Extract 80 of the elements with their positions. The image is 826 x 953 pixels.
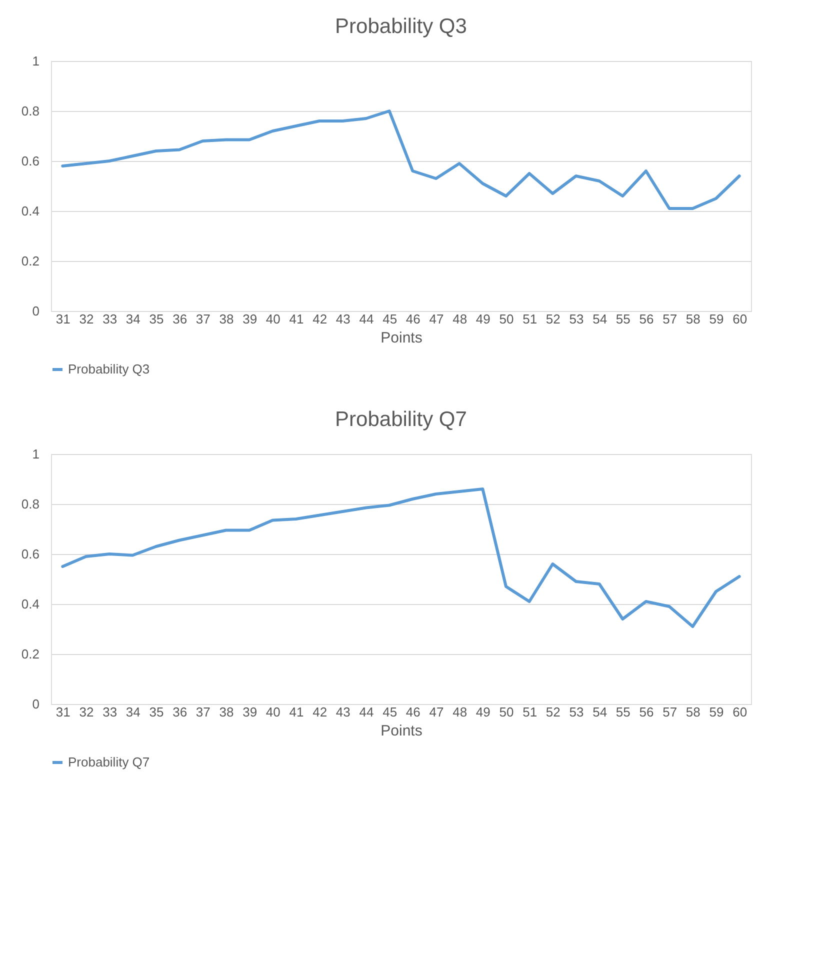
x-tick-label: 34 [126,312,140,326]
x-tick-label: 50 [499,704,514,720]
x-tick-label: 43 [336,704,350,720]
x-tick-label: 56 [639,704,654,720]
x-tick-label: 36 [172,312,188,326]
x-tick-label: 37 [196,704,210,720]
x-tick-label: 31 [56,704,70,720]
x-tick-label: 33 [102,312,118,326]
x-tick-label: 49 [476,312,490,326]
x-tick-label: 35 [149,704,164,720]
x-tick-label: 53 [569,704,584,720]
x-tick-label: 34 [126,704,140,720]
x-tick-label: 48 [452,704,468,720]
x-tick-label: 47 [429,312,444,326]
x-tick-label: 48 [452,312,468,326]
x-tick-label: 36 [172,704,188,720]
x-tick-label: 38 [219,704,234,720]
x-tick-label: 43 [336,312,350,326]
line-series [61,488,741,628]
x-tick-label: 42 [312,704,328,720]
x-tick-label: 55 [616,704,630,720]
x-tick-label: 38 [219,312,234,326]
legend-label: Probability Q3 [68,362,150,376]
x-tick-label: 46 [406,312,420,326]
y-tick-label: 0.8 [21,104,40,118]
x-tick-label: 57 [662,704,678,720]
x-tick-label: 50 [499,312,514,326]
x-tick-label: 51 [522,312,538,326]
x-tick-label: 56 [639,312,654,326]
x-tick-label: 45 [382,312,398,326]
x-tick-label: 41 [289,312,304,326]
legend-label: Probability Q7 [68,754,150,770]
x-tick-label: 40 [266,704,280,720]
x-tick-label: 59 [709,704,724,720]
x-tick-label: 58 [686,704,700,720]
chart-title: Probability Q7 [335,408,467,431]
x-tick-label: 49 [476,704,490,720]
x-tick-label: 60 [732,704,748,720]
x-tick-label: 32 [79,704,94,720]
x-tick-label: 55 [616,312,630,326]
x-tick-label: 60 [732,312,748,326]
x-tick-label: 32 [79,312,94,326]
x-tick-label: 52 [546,704,560,720]
x-tick-label: 39 [242,704,258,720]
x-tick-label: 57 [662,312,678,326]
x-tick-label: 31 [56,312,70,326]
x-tick-label: 44 [359,312,374,326]
y-tick-label: 0 [32,304,40,318]
x-tick-label: 41 [289,704,304,720]
y-tick-label: 0.2 [21,254,40,268]
x-tick-label: 54 [592,312,608,326]
x-tick-label: 58 [686,312,700,326]
y-tick-label: 0 [32,696,40,712]
x-tick-label: 37 [196,312,210,326]
y-tick-label: 0.4 [21,204,40,218]
x-tick-label: 40 [266,312,280,326]
x-tick-label: 54 [592,704,608,720]
x-tick-label: 44 [359,704,374,720]
x-tick-label: 53 [569,312,584,326]
y-tick-label: 1 [32,54,40,68]
x-tick-label: 35 [149,312,164,326]
y-tick-label: 0.8 [21,496,40,512]
x-tick-label: 46 [406,704,420,720]
x-tick-label: 47 [429,704,444,720]
chart-title: Probability Q3 [335,15,467,38]
x-tick-label: 45 [382,704,398,720]
x-tick-label: 52 [546,312,560,326]
y-tick-label: 0.4 [21,596,40,612]
x-tick-label: 59 [709,312,724,326]
y-tick-label: 0.2 [21,646,40,662]
line-series [61,110,741,210]
x-tick-label: 51 [522,704,538,720]
x-axis-title: Points [380,722,422,740]
y-tick-label: 1 [32,446,40,462]
y-tick-label: 0.6 [21,154,40,168]
x-tick-label: 33 [102,704,118,720]
x-axis-title: Points [380,330,422,346]
x-tick-label: 39 [242,312,258,326]
y-tick-label: 0.6 [21,546,40,562]
x-tick-label: 42 [312,312,328,326]
